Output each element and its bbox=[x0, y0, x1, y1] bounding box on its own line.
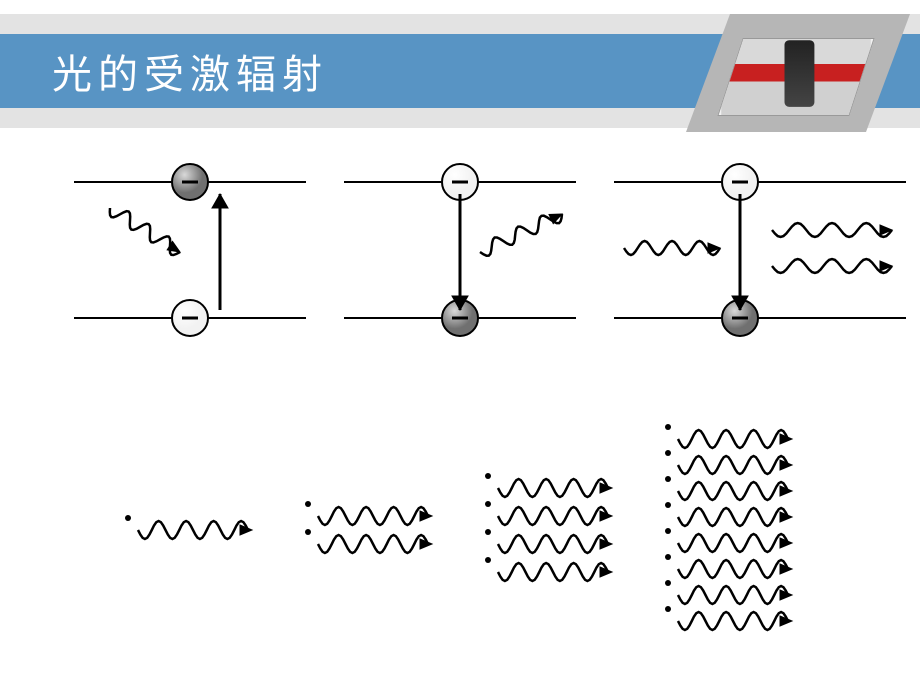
panel-stimulated-emission bbox=[610, 160, 910, 360]
header-photo bbox=[717, 38, 874, 116]
header: 光的受激辐射 bbox=[0, 14, 920, 132]
header-photo-inner bbox=[721, 38, 871, 116]
transitions-row bbox=[70, 160, 890, 360]
page-title: 光的受激辐射 bbox=[52, 42, 328, 100]
amplification-stage-2 bbox=[300, 487, 450, 573]
amplification-stage-3 bbox=[480, 459, 630, 601]
amplification-stage-1 bbox=[120, 500, 270, 560]
amplification-stage-4 bbox=[660, 411, 810, 649]
panel-absorption bbox=[70, 160, 310, 360]
panel-spontaneous-emission bbox=[340, 160, 580, 360]
content-area bbox=[0, 160, 920, 690]
amplification-row bbox=[120, 420, 880, 640]
